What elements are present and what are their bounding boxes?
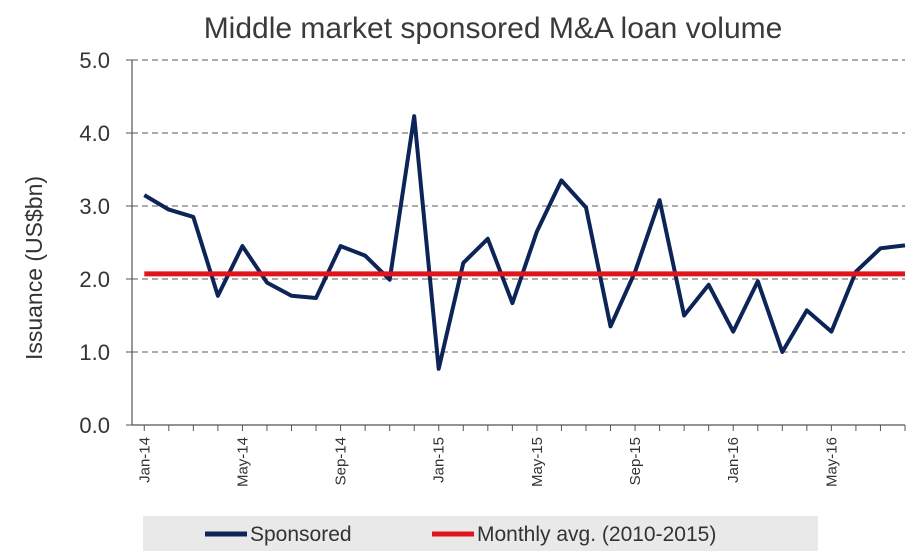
y-tick-label: 0.0 bbox=[79, 413, 110, 438]
legend-label-sponsored: Sponsored bbox=[250, 523, 352, 546]
y-tick-label: 5.0 bbox=[79, 48, 110, 73]
y-tick-label: 2.0 bbox=[79, 267, 110, 292]
gridlines bbox=[132, 59, 905, 353]
y-axis-label: Issuance (US$bn) bbox=[21, 176, 47, 360]
series-lines bbox=[143, 114, 906, 371]
x-tick-label: Jan-16 bbox=[725, 437, 742, 483]
x-tick-label: May-14 bbox=[234, 437, 251, 487]
x-tick-label: May-16 bbox=[823, 437, 840, 487]
x-tick-label: Jan-15 bbox=[431, 437, 448, 483]
axes bbox=[126, 59, 906, 431]
legend-label-monthly-avg: Monthly avg. (2010-2015) bbox=[477, 523, 716, 546]
legend-background bbox=[143, 516, 818, 551]
y-axis-ticks: 0.0 1.0 2.0 3.0 4.0 5.0 bbox=[79, 48, 110, 438]
y-tick-label: 1.0 bbox=[79, 340, 110, 365]
chart-title: Middle market sponsored M&A loan volume bbox=[204, 12, 783, 45]
legend: Sponsored Monthly avg. (2010-2015) bbox=[143, 516, 818, 551]
series-line-sponsored bbox=[143, 114, 906, 371]
y-tick-label: 4.0 bbox=[79, 121, 110, 146]
x-tick-label: May-15 bbox=[529, 437, 546, 487]
y-tick-label: 3.0 bbox=[79, 194, 110, 219]
x-tick-label: Jan-14 bbox=[136, 437, 153, 483]
x-tick-label: Sep-14 bbox=[333, 437, 350, 485]
x-tick-label: Sep-15 bbox=[627, 437, 644, 485]
x-axis-ticks: Jan-14 May-14 Sep-14 Jan-15 May-15 Sep-15 Jan-… bbox=[136, 437, 840, 487]
